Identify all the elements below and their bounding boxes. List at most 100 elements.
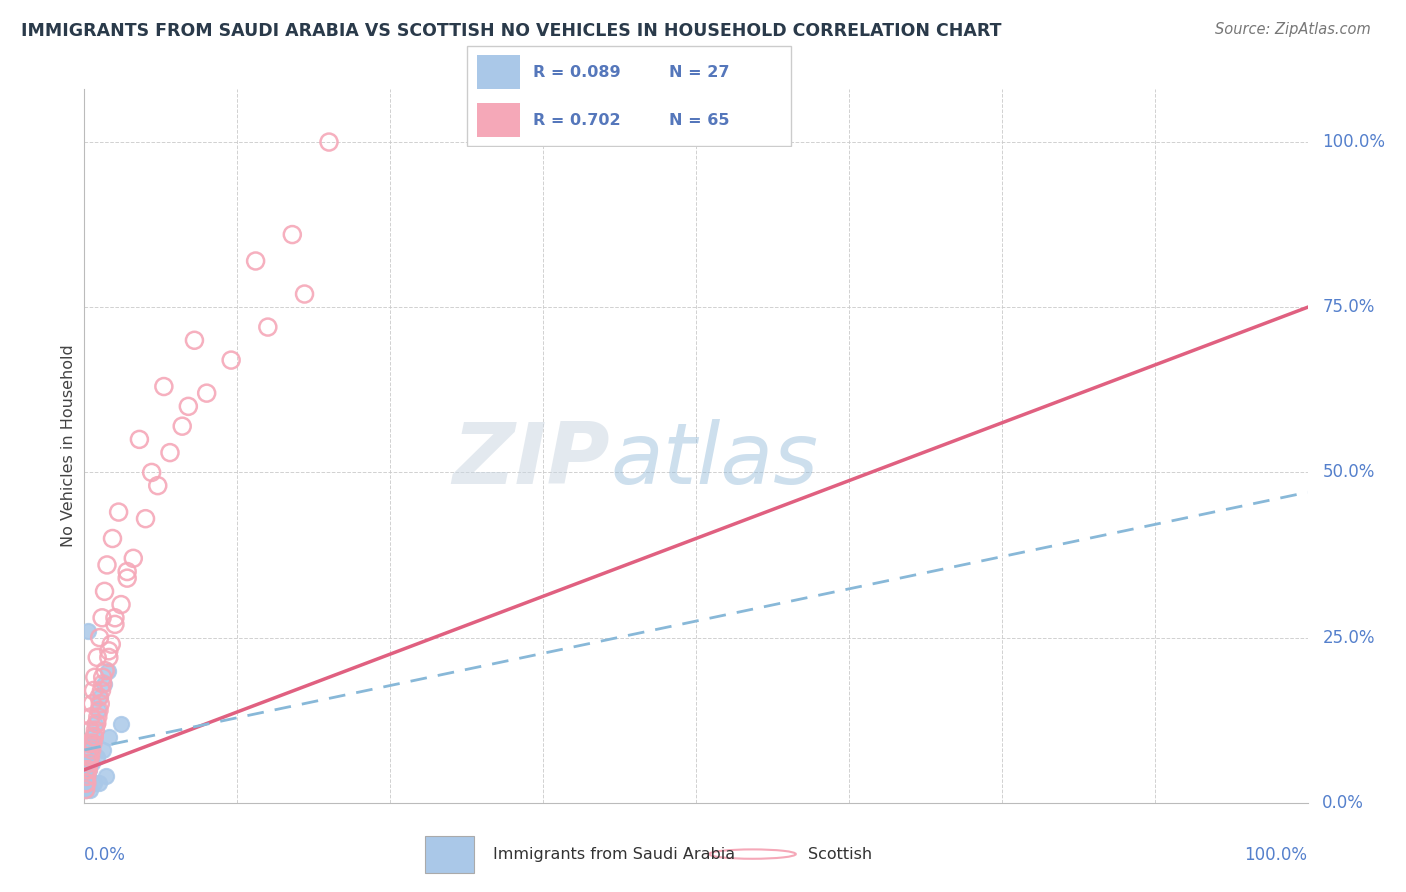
Bar: [477, 55, 520, 88]
Point: [87, 776, 110, 790]
Text: atlas: atlas: [610, 418, 818, 502]
Point: [77, 749, 100, 764]
Text: N = 65: N = 65: [669, 113, 730, 128]
Point: [75, 776, 97, 790]
Point: [219, 353, 242, 368]
Point: [91, 677, 114, 691]
Text: 0.0%: 0.0%: [84, 846, 127, 863]
Point: [97, 730, 120, 744]
Point: [82, 736, 104, 750]
Text: Immigrants from Saudi Arabia: Immigrants from Saudi Arabia: [492, 847, 735, 862]
Point: [96, 769, 118, 783]
Point: [80, 756, 103, 771]
Point: [75, 782, 97, 797]
Point: [195, 386, 218, 401]
Text: 25.0%: 25.0%: [1322, 629, 1375, 647]
Point: [91, 611, 114, 625]
Point: [110, 598, 132, 612]
Point: [115, 565, 138, 579]
Point: [183, 333, 205, 347]
Point: [83, 730, 105, 744]
Point: [141, 466, 163, 480]
Point: [89, 690, 111, 704]
Point: [82, 730, 104, 744]
Point: [76, 749, 98, 764]
Point: [80, 743, 103, 757]
Point: [86, 749, 108, 764]
Point: [87, 703, 110, 717]
Point: [96, 558, 118, 572]
Point: [86, 716, 108, 731]
Point: [76, 763, 98, 777]
Point: [75, 769, 97, 783]
Text: IMMIGRANTS FROM SAUDI ARABIA VS SCOTTISH NO VEHICLES IN HOUSEHOLD CORRELATION CH: IMMIGRANTS FROM SAUDI ARABIA VS SCOTTISH…: [21, 22, 1001, 40]
Point: [77, 763, 100, 777]
Point: [281, 227, 304, 242]
Point: [83, 670, 105, 684]
Point: [245, 254, 267, 268]
Point: [76, 769, 98, 783]
Point: [86, 716, 108, 731]
Text: Source: ZipAtlas.com: Source: ZipAtlas.com: [1215, 22, 1371, 37]
Point: [76, 776, 98, 790]
Point: [294, 287, 316, 301]
Point: [97, 664, 120, 678]
Point: [77, 756, 100, 771]
Point: [87, 710, 110, 724]
Point: [77, 769, 100, 783]
Point: [77, 736, 100, 750]
Point: [80, 736, 103, 750]
Point: [101, 532, 124, 546]
Point: [104, 611, 127, 625]
Point: [76, 776, 98, 790]
Y-axis label: No Vehicles in Household: No Vehicles in Household: [60, 344, 76, 548]
Point: [77, 756, 100, 771]
Point: [82, 697, 104, 711]
Point: [107, 505, 129, 519]
Point: [75, 763, 97, 777]
Point: [83, 776, 105, 790]
Text: N = 27: N = 27: [669, 65, 730, 79]
Point: [135, 511, 157, 525]
Point: [104, 617, 127, 632]
Point: [257, 320, 280, 334]
FancyBboxPatch shape: [467, 45, 792, 146]
Point: [83, 683, 105, 698]
Point: [87, 690, 110, 704]
Point: [87, 703, 110, 717]
Point: [177, 400, 200, 414]
Point: [84, 716, 107, 731]
Text: R = 0.089: R = 0.089: [533, 65, 621, 79]
Bar: [477, 103, 520, 137]
Point: [146, 478, 169, 492]
Point: [79, 782, 101, 797]
Point: [128, 433, 150, 447]
Point: [97, 650, 120, 665]
Point: [91, 743, 114, 757]
Point: [84, 723, 107, 738]
Point: [77, 763, 100, 777]
Point: [77, 763, 100, 777]
Point: [94, 664, 117, 678]
Point: [93, 584, 115, 599]
Text: ZIP: ZIP: [453, 418, 610, 502]
Point: [97, 644, 120, 658]
Point: [115, 571, 138, 585]
Point: [86, 650, 108, 665]
Point: [77, 624, 100, 638]
Point: [90, 683, 112, 698]
Point: [83, 730, 105, 744]
Point: [80, 736, 103, 750]
Text: 100.0%: 100.0%: [1322, 133, 1385, 151]
Point: [80, 710, 103, 724]
Point: [153, 379, 176, 393]
Point: [172, 419, 194, 434]
Text: 100.0%: 100.0%: [1244, 846, 1308, 863]
Point: [75, 782, 97, 797]
Point: [318, 135, 340, 149]
Point: [91, 670, 114, 684]
Point: [159, 445, 181, 459]
Point: [89, 697, 111, 711]
Text: R = 0.702: R = 0.702: [533, 113, 621, 128]
Point: [79, 749, 101, 764]
